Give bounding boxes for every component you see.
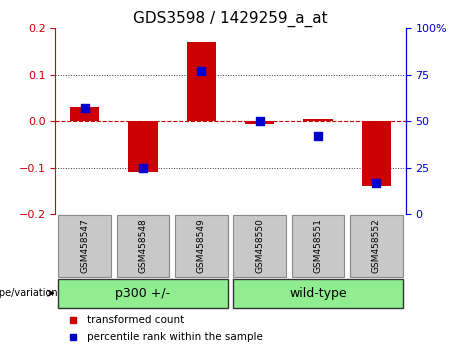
Bar [70,107,99,121]
FancyBboxPatch shape [233,280,403,308]
Text: GSM458550: GSM458550 [255,218,264,274]
Text: percentile rank within the sample: percentile rank within the sample [87,331,263,342]
Bar [128,121,158,172]
Point [314,133,322,139]
FancyBboxPatch shape [233,216,286,276]
Text: GSM458547: GSM458547 [80,219,89,273]
FancyBboxPatch shape [58,280,228,308]
Bar [362,121,391,186]
Bar [245,121,274,124]
Text: genotype/variation: genotype/variation [0,288,58,298]
Text: GSM458551: GSM458551 [313,218,323,274]
Text: wild-type: wild-type [290,287,347,300]
FancyBboxPatch shape [117,216,169,276]
Point [373,180,380,185]
Text: GSM458549: GSM458549 [197,219,206,273]
Point [256,118,263,124]
Bar [303,119,333,121]
Text: p300 +/-: p300 +/- [115,287,171,300]
Text: transformed count: transformed count [87,315,184,325]
Bar [187,42,216,121]
FancyBboxPatch shape [58,216,111,276]
Title: GDS3598 / 1429259_a_at: GDS3598 / 1429259_a_at [133,11,328,27]
FancyBboxPatch shape [350,216,403,276]
Point [81,105,88,111]
FancyBboxPatch shape [175,216,228,276]
Point [139,165,147,171]
FancyBboxPatch shape [292,216,344,276]
Text: GSM458552: GSM458552 [372,219,381,273]
Text: GSM458548: GSM458548 [138,219,148,273]
Point [198,68,205,74]
